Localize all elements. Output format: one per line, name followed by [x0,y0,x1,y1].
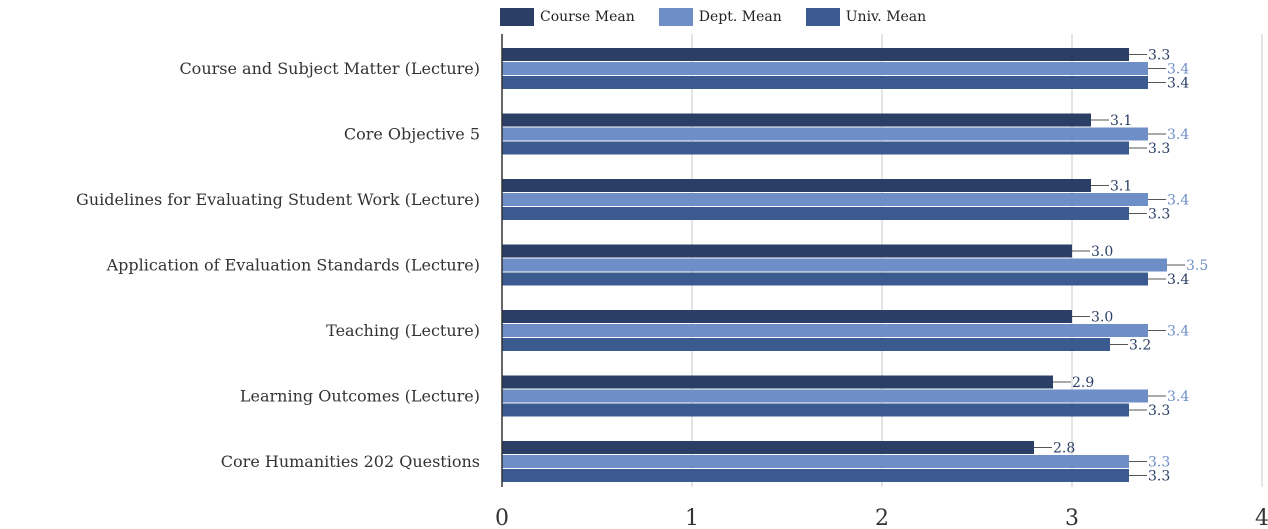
data-label: 2.9 [1072,375,1094,391]
category-label: Teaching (Lecture) [326,321,480,340]
x-tick-label: 3 [1065,506,1079,529]
bar [502,179,1091,192]
data-label: 3.1 [1110,113,1132,129]
x-tick-label: 0 [495,506,509,529]
category-label: Course and Subject Matter (Lecture) [179,59,480,78]
bar [502,128,1148,141]
bar [502,310,1072,323]
data-label: 3.3 [1148,403,1170,419]
data-label: 3.3 [1148,141,1170,157]
data-label: 3.2 [1129,338,1151,354]
bar [502,245,1072,258]
category-label: Learning Outcomes (Lecture) [240,387,480,406]
bar [502,142,1129,155]
data-label: 3.4 [1167,193,1189,209]
data-label: 3.0 [1091,244,1113,260]
data-label: 3.3 [1148,207,1170,223]
data-label: 3.4 [1167,127,1189,143]
x-tick-label: 2 [875,506,889,529]
bar [502,273,1148,286]
bar [502,441,1034,454]
data-label: 3.4 [1167,389,1189,405]
bar [502,338,1110,351]
category-label: Guidelines for Evaluating Student Work (… [76,190,480,209]
x-tick-label: 4 [1255,506,1268,529]
category-label: Core Humanities 202 Questions [221,452,480,471]
bar [502,376,1053,389]
bar [502,207,1129,220]
bar [502,62,1148,75]
bar [502,390,1148,403]
bar [502,114,1091,127]
data-label: 3.4 [1167,76,1189,92]
bar [502,76,1148,89]
bar [502,469,1129,482]
data-label: 3.0 [1091,310,1113,326]
bar [502,48,1129,61]
x-tick-label: 1 [685,506,699,529]
data-label: 3.4 [1167,324,1189,340]
bar [502,193,1148,206]
category-label: Core Objective 5 [344,125,480,144]
data-label: 3.1 [1110,179,1132,195]
bar [502,324,1148,337]
data-label: 2.8 [1053,441,1075,457]
data-label: 3.5 [1186,258,1208,274]
bar [502,259,1167,272]
category-label: Application of Evaluation Standards (Lec… [106,256,480,275]
bar [502,404,1129,417]
bar [502,455,1129,468]
data-label: 3.4 [1167,272,1189,288]
data-label: 3.3 [1148,469,1170,485]
